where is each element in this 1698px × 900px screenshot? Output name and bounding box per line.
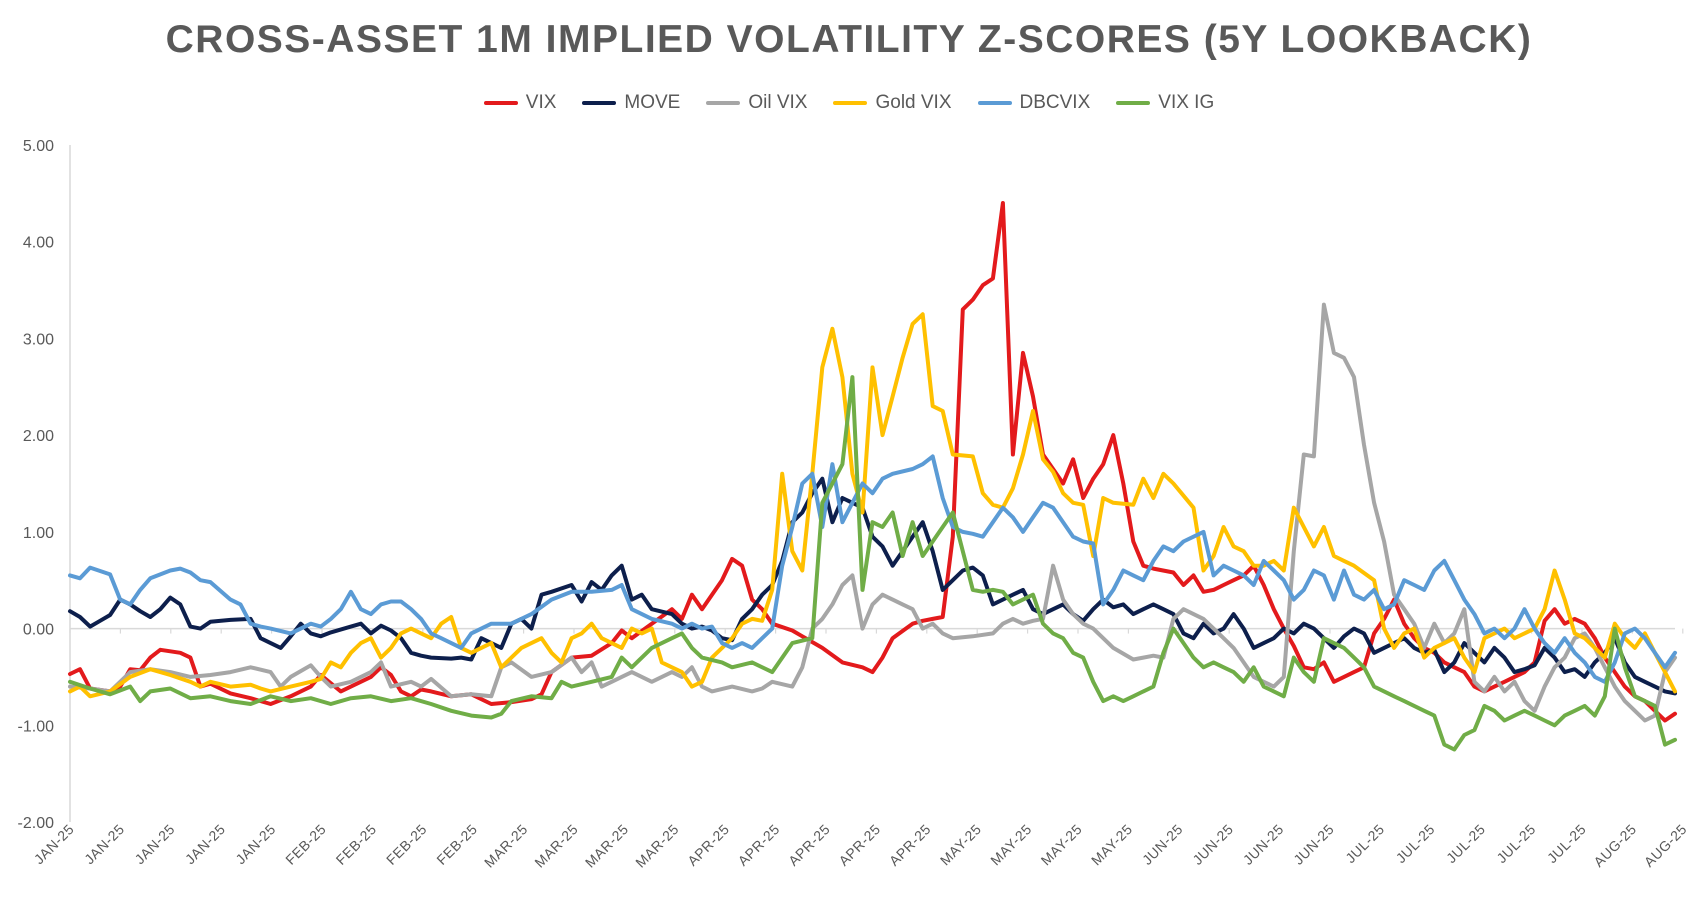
x-tick-label: JUL-25 bbox=[1393, 821, 1438, 866]
legend-swatch bbox=[706, 101, 741, 105]
legend-swatch bbox=[977, 101, 1012, 105]
y-tick-label: -1.00 bbox=[18, 718, 55, 735]
series-line-vix-ig bbox=[68, 375, 1677, 752]
x-tick-label: APR-25 bbox=[735, 821, 783, 869]
x-tick-label: FEB-25 bbox=[333, 821, 380, 868]
x-tick-label: FEB-25 bbox=[433, 821, 480, 868]
legend-label: Gold VIX bbox=[875, 92, 952, 113]
legend-swatch bbox=[1116, 101, 1151, 105]
x-tick-label: JUN-25 bbox=[1189, 821, 1236, 868]
x-tick-label: JAN-25 bbox=[81, 821, 127, 867]
y-tick-label: 2.00 bbox=[23, 428, 54, 445]
legend-item-dbcvix: DBCVIX bbox=[977, 92, 1091, 114]
legend-label: VIX IG bbox=[1158, 92, 1215, 113]
x-tick-label: MAY-25 bbox=[937, 821, 985, 869]
series-line-vix bbox=[68, 201, 1677, 723]
x-tick-label: JUN-25 bbox=[1139, 821, 1186, 868]
y-tick-label: 4.00 bbox=[23, 235, 54, 252]
x-tick-label: AUG-25 bbox=[1590, 821, 1639, 870]
legend-item-vix-ig: VIX IG bbox=[1116, 92, 1214, 114]
series-line-oil-vix bbox=[68, 302, 1677, 723]
legend-label: DBCVIX bbox=[1019, 92, 1091, 113]
chart-title: CROSS-ASSET 1M IMPLIED VOLATILITY Z-SCOR… bbox=[165, 18, 1533, 61]
x-tick-label: JUL-25 bbox=[1493, 821, 1538, 866]
x-tick-label: JUN-25 bbox=[1240, 821, 1287, 868]
y-tick-label: -2.00 bbox=[18, 815, 55, 832]
legend-item-vix: VIX bbox=[483, 92, 557, 114]
chart-series-layer bbox=[68, 201, 1677, 752]
x-tick-label: MAR-25 bbox=[582, 821, 632, 871]
x-tick-label: JAN-25 bbox=[232, 821, 278, 867]
x-tick-label: FEB-25 bbox=[282, 821, 329, 868]
legend-label: VIX bbox=[525, 92, 557, 113]
legend-swatch bbox=[833, 101, 868, 105]
y-tick-label: 3.00 bbox=[23, 331, 54, 348]
legend-label: Oil VIX bbox=[748, 92, 808, 113]
legend-item-gold-vix: Gold VIX bbox=[833, 92, 952, 114]
x-tick-label: MAR-25 bbox=[481, 821, 531, 871]
x-tick-label: JUL-25 bbox=[1544, 821, 1589, 866]
x-tick-label: AUG-25 bbox=[1641, 821, 1690, 870]
x-tick-label: JUL-25 bbox=[1342, 821, 1387, 866]
series-line-dbcvix bbox=[68, 454, 1677, 684]
x-tick-label: MAR-25 bbox=[531, 821, 581, 871]
legend-label: MOVE bbox=[624, 92, 681, 113]
x-tick-label: APR-25 bbox=[684, 821, 732, 869]
legend-swatch bbox=[483, 101, 518, 105]
chart-legend: VIX MOVE Oil VIX Gold VIX DBCVIX VIX IG bbox=[0, 92, 1698, 114]
x-tick-label: MAY-25 bbox=[1088, 821, 1136, 869]
x-tick-label: JUN-25 bbox=[1290, 821, 1337, 868]
x-tick-label: MAY-25 bbox=[987, 821, 1035, 869]
legend-swatch bbox=[582, 101, 617, 105]
legend-item-move: MOVE bbox=[582, 92, 680, 114]
y-tick-label: 1.00 bbox=[23, 525, 54, 542]
y-tick-label: 5.00 bbox=[23, 138, 54, 155]
x-tick-label: MAR-25 bbox=[632, 821, 682, 871]
x-tick-label: APR-25 bbox=[785, 821, 833, 869]
y-tick-label: 0.00 bbox=[23, 622, 54, 639]
x-tick-label: MAY-25 bbox=[1038, 821, 1086, 869]
x-tick-label: JAN-25 bbox=[182, 821, 228, 867]
x-tick-label: JAN-25 bbox=[131, 821, 177, 867]
series-line-gold-vix bbox=[68, 312, 1677, 699]
legend-item-oil-vix: Oil VIX bbox=[706, 92, 807, 114]
x-tick-label: APR-25 bbox=[835, 821, 883, 869]
x-tick-label: APR-25 bbox=[886, 821, 934, 869]
series-line-move bbox=[68, 476, 1677, 696]
x-tick-label: JUL-25 bbox=[1443, 821, 1488, 866]
x-tick-label: FEB-25 bbox=[383, 821, 430, 868]
